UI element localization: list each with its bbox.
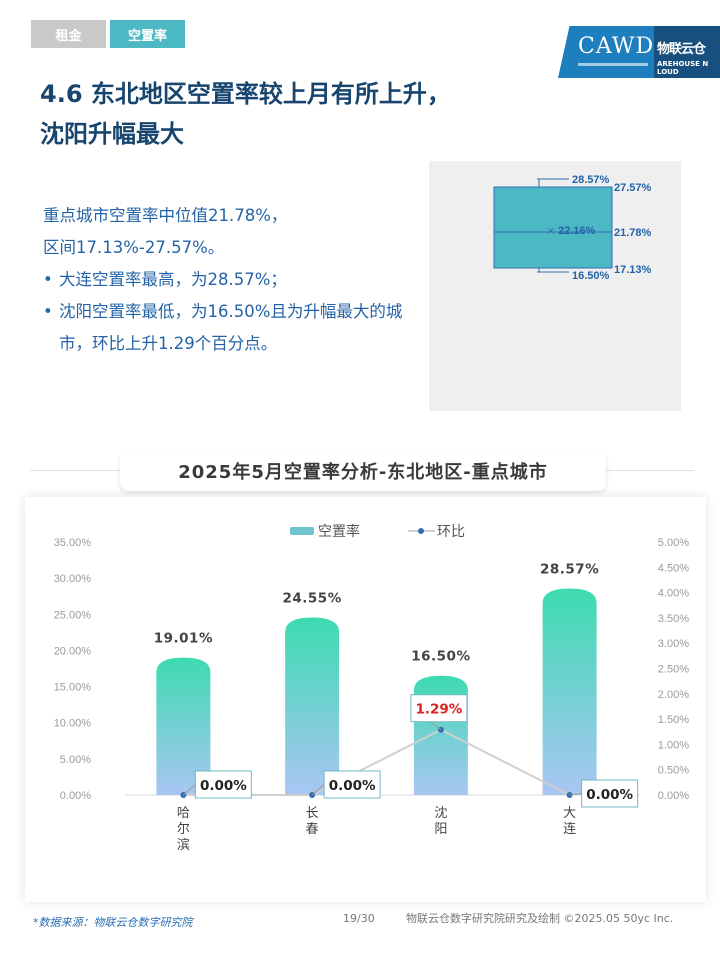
x-category-label: 沈 xyxy=(434,806,447,821)
tab-vacancy-rate[interactable]: 空置率 xyxy=(110,20,185,48)
page-title-line1: 4.6 东北地区空置率较上月有所上升， xyxy=(40,80,451,108)
page-title: 4.6 东北地区空置率较上月有所上升， 沈阳升幅最大 xyxy=(40,74,500,154)
y-right-tick-label: 0.50% xyxy=(658,765,689,777)
bar-value-label: 24.55% xyxy=(283,591,342,607)
bar xyxy=(285,617,340,795)
bar-value-label: 19.01% xyxy=(154,631,213,647)
x-category-label: 滨 xyxy=(177,837,190,853)
boxplot-median-label: 21.78% xyxy=(614,227,652,239)
boxplot-svg: × 28.57% 27.57% 22.16% 21.78% 16.50% 17.… xyxy=(493,174,652,282)
boxplot-q1-label: 17.13% xyxy=(614,264,652,276)
x-category-label: 哈 xyxy=(177,806,190,821)
bar-value-label: 28.57% xyxy=(540,561,599,577)
y-right-tick-label: 3.50% xyxy=(658,613,689,625)
y-left-tick-label: 30.00% xyxy=(54,573,92,585)
legend-line-label: 环比 xyxy=(437,524,465,540)
y-left-tick-label: 10.00% xyxy=(54,718,92,730)
mom-value-label: 1.29% xyxy=(415,702,462,718)
summary-line1: 重点城市空置率中位值21.78%， xyxy=(43,206,288,225)
summary-line2: 区间17.13%-27.57%。 xyxy=(43,238,225,257)
chart-card: 0.00% 5.00% 10.00% 15.00% 20.00% 25.00% 30.00%… xyxy=(25,497,706,902)
data-source: *数据来源：物联云仓数字研究院 xyxy=(33,916,193,929)
y-left-tick-label: 35.00% xyxy=(54,537,92,549)
mom-callout-box xyxy=(194,770,252,799)
bar xyxy=(413,675,468,795)
boxplot-mean-marker: × xyxy=(547,226,555,237)
y-right-tick-label: 2.00% xyxy=(658,689,689,701)
y-left-tick-label: 25.00% xyxy=(54,609,92,621)
mom-callout-leader xyxy=(311,784,325,796)
y-right-tick-label: 3.00% xyxy=(658,638,689,650)
legend-line-marker xyxy=(418,528,424,534)
boxplot-box xyxy=(493,186,613,269)
y-left-tick-label: 5.00% xyxy=(60,754,91,766)
y-left-tick-label: 15.00% xyxy=(54,682,92,694)
logo-subtitle-bar xyxy=(578,63,648,66)
y-right-tick-label: 4.00% xyxy=(658,588,689,600)
mom-callout-box xyxy=(323,770,381,799)
boxplot-max-label: 28.57% xyxy=(572,174,610,186)
y-right-tick-label: 4.50% xyxy=(658,562,689,574)
mom-callout-box xyxy=(410,694,468,723)
mom-value-label: 0.00% xyxy=(586,787,633,803)
x-category-label: 连 xyxy=(563,821,576,837)
mom-callout-box xyxy=(581,779,639,808)
boxplot-q3-label: 27.57% xyxy=(614,182,652,194)
bar-value-label: 16.50% xyxy=(411,649,470,665)
y-left-tick-label: 0.00% xyxy=(60,790,91,802)
y-right-tick-label: 0.00% xyxy=(658,790,689,802)
mom-value-label: 0.00% xyxy=(200,778,247,794)
y-right-tick-label: 1.50% xyxy=(658,714,689,726)
mom-callout-leader xyxy=(569,793,582,796)
y-right-tick-label: 2.50% xyxy=(658,664,689,676)
summary-text: 重点城市空置率中位值21.78%， 区间17.13%-27.57%。 大连空置率… xyxy=(43,200,423,360)
footer-credit: 物联云仓数字研究院研究及绘制 ©2025.05 50yc Inc. xyxy=(406,912,674,925)
summary-bullet-dalian: 大连空置率最高，为28.57%； xyxy=(43,264,423,296)
x-category-label: 大 xyxy=(563,806,576,821)
page-title-line2: 沈阳升幅最大 xyxy=(40,120,184,148)
logo-left-panel xyxy=(558,26,654,78)
x-category-label: 尔 xyxy=(177,822,190,837)
logo-text: CAWD xyxy=(578,34,655,59)
legend-bar-swatch xyxy=(290,527,314,535)
y-right-tick-label: 5.00% xyxy=(658,537,689,549)
bar xyxy=(156,657,211,795)
boxplot-min-label: 16.50% xyxy=(572,270,610,282)
x-category-label: 春 xyxy=(306,822,319,837)
logo-cn-text: 物联云仓 xyxy=(657,42,706,57)
boxplot-mean-label: 22.16% xyxy=(558,225,596,237)
legend-bar-label: 空置率 xyxy=(318,523,360,540)
x-category-label: 长 xyxy=(306,806,319,821)
mom-value-label: 0.00% xyxy=(329,778,376,794)
mom-callout-leader xyxy=(183,784,196,796)
page-number: 19/30 xyxy=(343,912,375,925)
chart-title: 2025年5月空置率分析-东北地区-重点城市 xyxy=(120,451,606,491)
logo-right-panel xyxy=(654,26,720,78)
cawd-logo: CAWD 物联云仓 AREHOUSE N LOUD xyxy=(558,26,720,78)
x-category-label: 阳 xyxy=(434,822,447,837)
y-right-tick-label: 1.00% xyxy=(658,739,689,751)
y-left-tick-label: 20.00% xyxy=(54,645,92,657)
logo-en-text: AREHOUSE N LOUD xyxy=(657,60,709,76)
bar xyxy=(542,588,597,795)
tab-bar: 租金 空置率 xyxy=(31,20,189,48)
vacancy-chart: 0.00% 5.00% 10.00% 15.00% 20.00% 25.00% 30.00%… xyxy=(54,523,690,853)
boxplot-panel: × 28.57% 27.57% 22.16% 21.78% 16.50% 17.… xyxy=(429,161,681,411)
summary-bullet-shenyang: 沈阳空置率最低，为16.50%且为升幅最大的城市，环比上升1.29个百分点。 xyxy=(43,296,423,360)
tab-rent[interactable]: 租金 xyxy=(31,20,106,48)
